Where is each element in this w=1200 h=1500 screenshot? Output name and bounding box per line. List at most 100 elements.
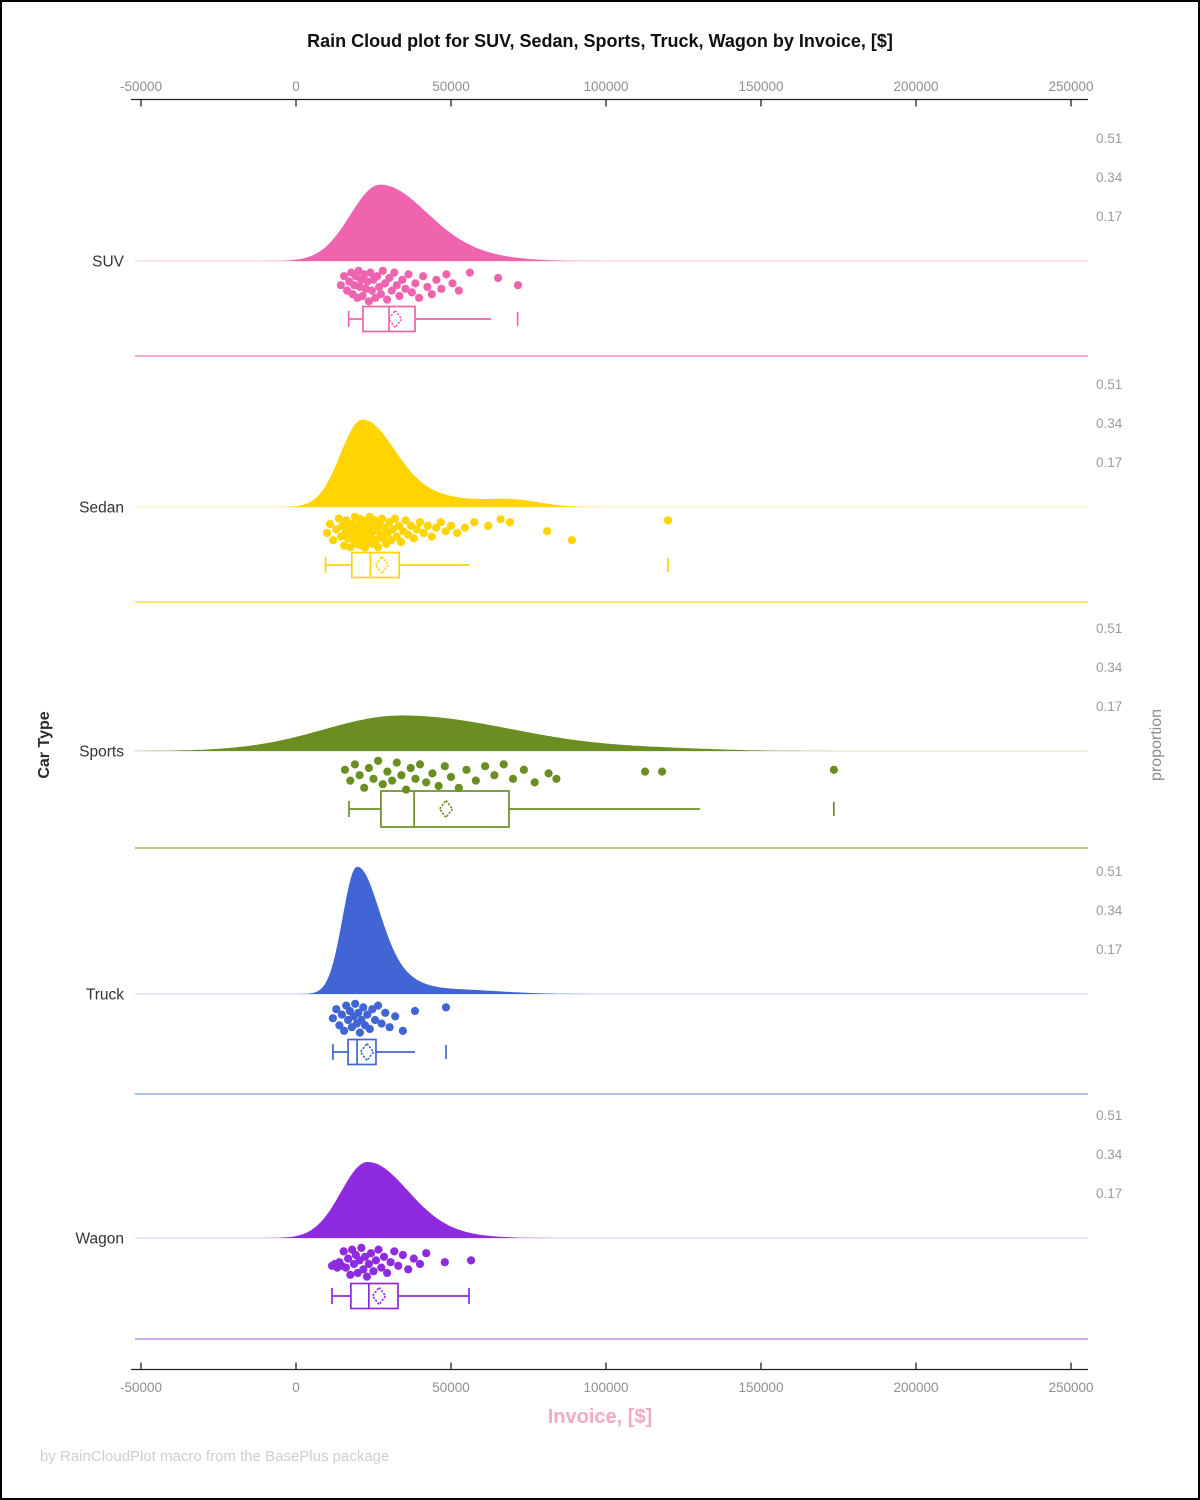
rain-point-suv <box>340 272 349 281</box>
rain-point-wagon <box>422 1249 431 1258</box>
rain-point-wagon <box>383 1268 392 1278</box>
rain-point-suv <box>419 272 428 281</box>
rain-point-suv <box>395 291 404 301</box>
rain-point-sports <box>422 778 431 787</box>
top-axis-tick-label: 250000 <box>1048 79 1093 94</box>
proportion-tick-label-sedan: 0.34 <box>1096 416 1123 431</box>
proportion-tick-label-sports: 0.51 <box>1096 621 1122 636</box>
rain-point-suv <box>415 293 424 302</box>
rain-point-wagon <box>357 1243 366 1252</box>
rain-point-sports <box>383 767 392 776</box>
rain-point-sports <box>428 769 437 778</box>
rain-point-suv <box>442 270 451 279</box>
proportion-tick-label-truck: 0.51 <box>1096 864 1122 879</box>
rain-point-wagon <box>415 1259 425 1269</box>
rain-point-suv <box>513 281 523 290</box>
rain-point-sedan <box>432 523 441 532</box>
rain-point-suv <box>465 268 474 277</box>
box-truck <box>347 1038 377 1066</box>
top-axis-tick-label: 50000 <box>432 79 470 94</box>
rain-point-wagon <box>361 1252 370 1261</box>
rain-point-sedan <box>415 518 425 527</box>
y-axis-title: Car Type <box>36 711 53 779</box>
rain-point-suv <box>404 270 413 279</box>
rain-point-sports <box>406 763 415 773</box>
page-title: Rain Cloud plot for SUV, Sedan, Sports, … <box>307 31 893 51</box>
rain-point-sedan <box>374 543 383 552</box>
proportion-tick-label-suv: 0.51 <box>1096 131 1122 146</box>
rain-point-sports <box>411 774 420 783</box>
rain-point-wagon <box>366 1249 376 1258</box>
rain-point-truck <box>354 1008 363 1017</box>
rain-point-sports <box>658 767 667 776</box>
rain-point-sports <box>392 758 401 767</box>
proportion-tick-label-sedan: 0.17 <box>1096 455 1122 470</box>
rain-point-sports <box>340 765 350 774</box>
density-sports <box>135 715 1088 751</box>
rain-point-suv <box>383 295 392 304</box>
rain-point-suv <box>390 268 399 277</box>
rain-point-wagon <box>371 1256 381 1265</box>
rain-point-truck <box>332 1005 341 1014</box>
rain-point-sedan <box>436 518 445 527</box>
rain-point-sedan <box>371 536 380 545</box>
category-label-suv: SUV <box>92 254 125 271</box>
rain-point-suv <box>358 291 367 301</box>
rain-point-sedan <box>390 514 399 523</box>
rain-point-sports <box>388 776 397 785</box>
rain-point-suv <box>494 273 503 283</box>
rain-point-sports <box>490 771 499 780</box>
rain-point-suv <box>454 286 463 295</box>
x-axis-title: Invoice, [$] <box>547 1406 653 1428</box>
category-label-sports: Sports <box>79 744 124 761</box>
top-axis-tick-label: -50000 <box>120 79 162 94</box>
rain-point-sports <box>434 781 443 791</box>
box-sports <box>380 790 510 828</box>
rain-point-suv <box>373 272 382 281</box>
proportion-tick-label-wagon: 0.17 <box>1096 1186 1122 1201</box>
rain-point-suv <box>376 290 385 299</box>
rain-point-sports <box>471 776 480 785</box>
mean-diamond-wagon <box>371 1286 387 1306</box>
footer-credit: by RainCloudPlot macro from the BasePlus… <box>40 1448 390 1465</box>
rain-point-sedan <box>334 514 343 523</box>
top-axis-tick-label: 0 <box>292 79 300 94</box>
rain-point-suv <box>387 286 396 295</box>
proportion-tick-label-truck: 0.17 <box>1096 942 1122 957</box>
rain-point-truck <box>441 1003 451 1012</box>
rain-point-sedan <box>663 516 673 525</box>
rain-point-sedan <box>419 528 428 538</box>
rain-point-suv <box>398 275 407 284</box>
bottom-axis-tick-label: 100000 <box>583 1380 628 1395</box>
rain-point-sports <box>481 762 490 771</box>
rain-point-truck <box>365 1024 374 1034</box>
rain-point-wagon <box>386 1258 395 1267</box>
proportion-tick-label-suv: 0.17 <box>1096 209 1122 224</box>
rain-point-truck <box>381 1008 390 1017</box>
rain-point-wagon <box>409 1254 418 1263</box>
rain-point-suv <box>392 281 401 290</box>
rain-point-suv <box>411 279 420 288</box>
rain-point-sports <box>364 763 373 773</box>
rain-point-sedan <box>496 515 505 524</box>
rain-point-wagon <box>390 1247 399 1256</box>
rain-point-sedan <box>441 527 450 536</box>
category-label-sedan: Sedan <box>79 500 124 517</box>
rain-point-sedan <box>453 528 462 538</box>
rain-point-wagon <box>379 1252 389 1261</box>
rain-point-suv <box>366 268 375 277</box>
rain-point-sports <box>415 760 425 769</box>
bottom-axis-tick-label: -50000 <box>120 1380 162 1395</box>
rain-point-sports <box>440 762 449 771</box>
rain-point-wagon <box>364 1259 373 1269</box>
rain-point-truck <box>363 1010 372 1019</box>
rain-point-wagon <box>394 1261 403 1270</box>
rain-point-truck <box>351 999 360 1008</box>
rain-point-sedan <box>388 525 398 534</box>
rain-point-truck <box>359 1003 368 1012</box>
rain-point-truck <box>385 1023 394 1032</box>
rain-point-wagon <box>374 1245 383 1254</box>
rain-point-suv <box>360 270 369 279</box>
rain-point-sedan <box>543 527 552 536</box>
